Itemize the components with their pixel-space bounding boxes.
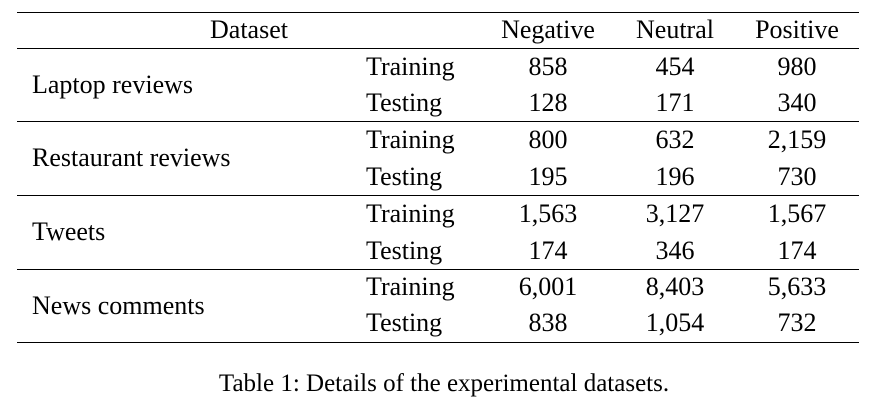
negative-value: 6,001: [518, 272, 578, 301]
group-name: Restaurant reviews: [32, 143, 231, 172]
negative-value: 174: [528, 236, 568, 265]
neutral-value: 632: [655, 125, 695, 154]
positive-value: 1,567: [767, 199, 827, 228]
header-rule: [17, 48, 859, 49]
header-neutral: Neutral: [636, 15, 714, 44]
neutral-value: 1,054: [645, 308, 705, 337]
split-label: Testing: [366, 162, 443, 191]
group-name: News comments: [32, 291, 205, 320]
neutral-value: 454: [655, 52, 695, 81]
positive-value: 980: [777, 52, 817, 81]
negative-value: 858: [528, 52, 568, 81]
positive-value: 5,633: [767, 272, 827, 301]
bottom-rule: [17, 342, 859, 343]
neutral-value: 196: [655, 162, 695, 191]
header-negative: Negative: [501, 15, 595, 44]
split-label: Training: [366, 125, 455, 154]
split-label: Training: [366, 199, 455, 228]
table-caption: Table 1: Details of the experimental dat…: [218, 370, 670, 397]
neutral-value: 346: [655, 236, 695, 265]
top-rule: [17, 12, 859, 13]
group-name: Tweets: [32, 217, 106, 246]
group-rule: [17, 195, 859, 196]
positive-value: 340: [777, 88, 817, 117]
negative-value: 128: [528, 88, 568, 117]
neutral-value: 171: [655, 88, 695, 117]
split-label: Testing: [366, 88, 443, 117]
split-label: Testing: [366, 308, 443, 337]
group-name: Laptop reviews: [32, 70, 194, 99]
positive-value: 174: [777, 236, 817, 265]
positive-value: 732: [777, 308, 817, 337]
split-label: Testing: [366, 236, 443, 265]
positive-value: 2,159: [767, 125, 827, 154]
neutral-value: 3,127: [645, 199, 705, 228]
negative-value: 195: [528, 162, 568, 191]
split-label: Training: [366, 52, 455, 81]
header-positive: Positive: [755, 15, 839, 44]
split-label: Training: [366, 272, 455, 301]
negative-value: 838: [528, 308, 568, 337]
neutral-value: 8,403: [645, 272, 705, 301]
group-rule: [17, 269, 859, 270]
group-rule: [17, 121, 859, 122]
header-dataset: Dataset: [210, 15, 288, 44]
negative-value: 1,563: [518, 199, 578, 228]
negative-value: 800: [528, 125, 568, 154]
positive-value: 730: [777, 162, 817, 191]
